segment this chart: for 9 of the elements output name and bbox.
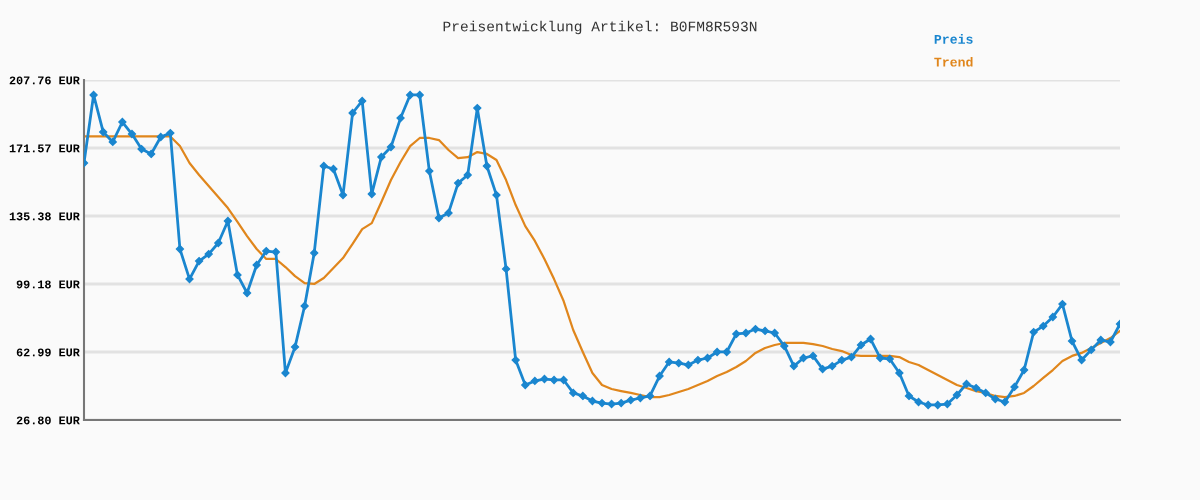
chart-title: Preisentwicklung Artikel: B0FM8R593N bbox=[443, 20, 757, 35]
y-tick-label: 207.76 EUR bbox=[9, 76, 80, 85]
y-tick-label: 99.18 EUR bbox=[16, 280, 80, 289]
text: Trend bbox=[934, 56, 973, 67]
y-tick-label: 62.99 EUR bbox=[16, 348, 80, 357]
y-tick-label: 26.80 EUR bbox=[16, 416, 80, 425]
y-tick-label: 171.57 EUR bbox=[9, 144, 80, 153]
y-tick-label: 135.38 EUR bbox=[9, 212, 80, 221]
text: Preis bbox=[934, 34, 973, 44]
